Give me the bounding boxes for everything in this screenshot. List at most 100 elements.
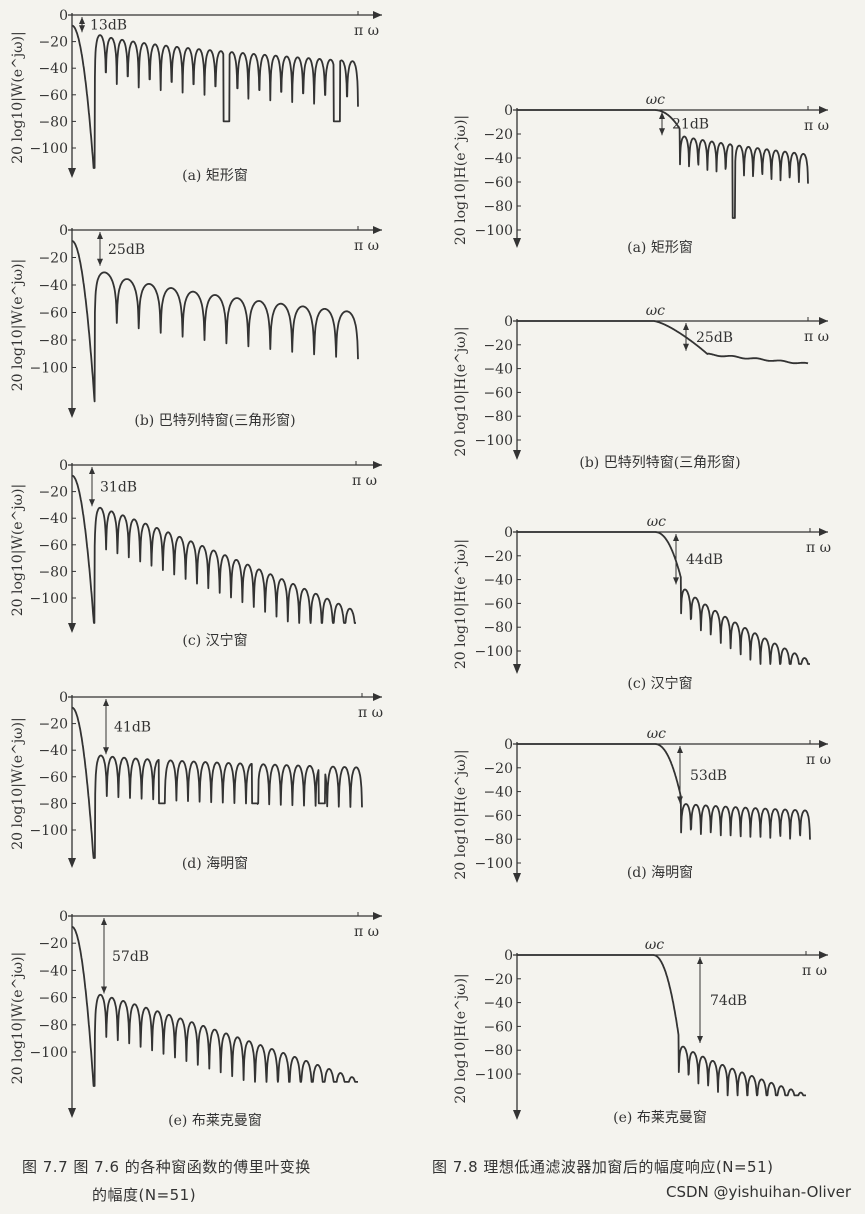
y-tick-label: −60 bbox=[483, 808, 513, 824]
response-curve bbox=[516, 531, 811, 665]
panel-caption: (c) 汉宁窗 bbox=[627, 675, 692, 692]
y-tick-label: −80 bbox=[483, 832, 513, 848]
watermark-text: CSDN @yishuihan-Oliver bbox=[665, 1183, 851, 1201]
y-tick-label: −60 bbox=[483, 175, 513, 191]
annotation-arrow-head-bottom bbox=[101, 986, 107, 994]
chart-L2: 0 −20 −40 −60 −80 −100 π ω 20 log10|W(e^jω)| 25d… bbox=[10, 223, 382, 429]
x-axis-arrow bbox=[373, 912, 382, 920]
y-tick-label: 0 bbox=[59, 8, 68, 24]
y-tick-label: −20 bbox=[483, 972, 513, 988]
y-tick-label: −40 bbox=[483, 573, 513, 589]
response-curve bbox=[71, 240, 359, 403]
x-axis-arrow bbox=[819, 951, 828, 959]
y-tick-label: −40 bbox=[38, 278, 68, 294]
annotation-arrow-head-bottom bbox=[79, 25, 85, 33]
y-tick-label: −60 bbox=[483, 596, 513, 612]
y-tick-label: −100 bbox=[30, 823, 68, 839]
y-tick-label: −100 bbox=[475, 856, 513, 872]
y-tick-label: −40 bbox=[38, 963, 68, 979]
annotation-label: 31dB bbox=[100, 480, 137, 496]
chart-R1: 0 −20 −40 −60 −80 −100 π ω 20 log10|H(e^jω)| ωc 2… bbox=[453, 92, 829, 256]
panel-caption: (a) 矩形窗 bbox=[627, 239, 693, 256]
y-tick-label: −60 bbox=[38, 991, 68, 1007]
right-caption: 图 7.8 理想低通滤波器加窗后的幅度响应(N=51) bbox=[432, 1158, 774, 1176]
y-axis-label: 20 log10|W(e^jω)| bbox=[10, 717, 26, 849]
annotation-arrow-head-top bbox=[673, 534, 679, 541]
y-axis-arrow bbox=[68, 623, 76, 633]
y-axis-arrow bbox=[68, 168, 76, 178]
x-axis-arrow bbox=[373, 461, 382, 469]
y-tick-label: −20 bbox=[483, 338, 513, 354]
response-curve bbox=[516, 320, 809, 365]
y-axis-arrow bbox=[68, 408, 76, 418]
x-axis-arrow bbox=[819, 106, 828, 114]
y-tick-label: −20 bbox=[38, 717, 68, 733]
panel-caption: (d) 海明窗 bbox=[627, 864, 693, 881]
annotation-label: 25dB bbox=[108, 242, 145, 258]
y-tick-label: −20 bbox=[38, 35, 68, 51]
y-tick-label: −40 bbox=[38, 61, 68, 77]
y-tick-label: −100 bbox=[475, 223, 513, 239]
y-tick-label: −100 bbox=[30, 141, 68, 157]
annotation-label: 13dB bbox=[90, 18, 127, 34]
annotation-arrow-head-top bbox=[659, 112, 665, 119]
y-tick-label: 0 bbox=[59, 223, 68, 239]
annotation-arrow-head-top bbox=[677, 746, 683, 753]
annotation-label: 53dB bbox=[690, 768, 727, 784]
y-axis-label: 20 log10|H(e^jω)| bbox=[453, 115, 469, 245]
y-axis-label: 20 log10|W(e^jω)| bbox=[10, 484, 26, 616]
y-axis-arrow bbox=[513, 873, 521, 883]
x-axis-label: π ω bbox=[806, 540, 831, 556]
x-axis-label: π ω bbox=[354, 238, 379, 254]
y-tick-label: −40 bbox=[483, 151, 513, 167]
annotation-arrow-head-bottom bbox=[659, 128, 665, 136]
x-axis-label: π ω bbox=[352, 473, 377, 489]
y-tick-label: −20 bbox=[38, 936, 68, 952]
panel-caption: (d) 海明窗 bbox=[182, 855, 248, 872]
y-tick-label: −60 bbox=[38, 538, 68, 554]
y-tick-label: −20 bbox=[483, 761, 513, 777]
annotation-label: 21dB bbox=[672, 117, 709, 133]
annotation-arrow-head-bottom bbox=[683, 343, 689, 351]
chart-R2: 0 −20 −40 −60 −80 −100 π ω 20 log10|H(e^jω)| ωc 2… bbox=[453, 303, 829, 471]
annotation-arrow-head-bottom bbox=[103, 747, 109, 755]
annotation-arrow-head-top bbox=[697, 957, 703, 964]
y-tick-label: −80 bbox=[38, 333, 68, 349]
cutoff-label: ωc bbox=[647, 726, 666, 742]
y-tick-label: −60 bbox=[38, 88, 68, 104]
y-tick-label: −60 bbox=[38, 306, 68, 322]
y-tick-label: 0 bbox=[59, 458, 68, 474]
y-axis-arrow bbox=[513, 238, 521, 248]
annotation-label: 41dB bbox=[114, 720, 151, 736]
x-axis-label: π ω bbox=[354, 924, 379, 940]
annotation-arrow-head-bottom bbox=[673, 577, 679, 585]
y-axis-label: 20 log10|W(e^jω)| bbox=[10, 952, 26, 1084]
y-axis-label: 20 log10|H(e^jω)| bbox=[453, 539, 469, 669]
y-tick-label: 0 bbox=[504, 525, 513, 541]
x-axis-label: π ω bbox=[802, 963, 827, 979]
response-curve bbox=[516, 954, 807, 1097]
y-tick-label: −80 bbox=[38, 114, 68, 130]
y-tick-label: −80 bbox=[483, 409, 513, 425]
chart-L1: 0 −20 −40 −60 −80 −100 π ω 20 log10|W(e^jω)| 13d… bbox=[10, 8, 382, 184]
chart-R5: 0 −20 −40 −60 −80 −100 π ω 20 log10|H(e^jω)| ωc 7… bbox=[453, 937, 828, 1126]
y-tick-label: −80 bbox=[483, 620, 513, 636]
annotation-arrow-head-top bbox=[79, 17, 85, 24]
y-tick-label: −100 bbox=[30, 1045, 68, 1061]
annotation-label: 44dB bbox=[686, 552, 723, 568]
annotation-label: 74dB bbox=[710, 993, 747, 1009]
chart-L5: 0 −20 −40 −60 −80 −100 π ω 20 log10|W(e^jω)| 57d… bbox=[10, 909, 382, 1129]
annotation-arrow-head-top bbox=[103, 699, 109, 706]
y-tick-label: −100 bbox=[475, 1067, 513, 1083]
y-tick-label: −100 bbox=[475, 433, 513, 449]
y-tick-label: −40 bbox=[38, 511, 68, 527]
y-tick-label: −20 bbox=[38, 485, 68, 501]
panel-caption: (e) 布莱克曼窗 bbox=[168, 1112, 262, 1129]
annotation-arrow-head-top bbox=[97, 232, 103, 239]
y-axis-arrow bbox=[513, 450, 521, 460]
annotation-arrow-head-bottom bbox=[697, 1036, 703, 1044]
y-axis-label: 20 log10|H(e^jω)| bbox=[453, 749, 469, 879]
y-tick-label: 0 bbox=[59, 690, 68, 706]
x-axis-arrow bbox=[819, 740, 828, 748]
